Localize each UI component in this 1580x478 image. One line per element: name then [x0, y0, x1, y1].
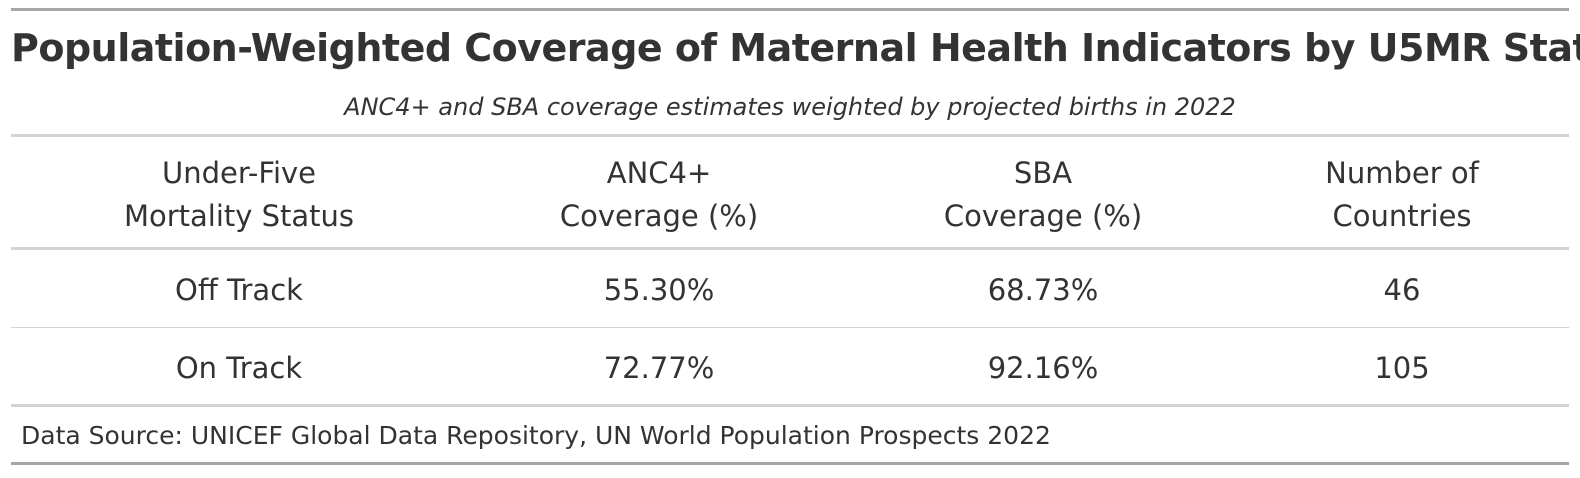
column-header-line: Mortality Status — [123, 199, 355, 233]
table-title: Population-Weighted Coverage of Maternal… — [11, 26, 1580, 70]
table-cell-countries: 46 — [1383, 273, 1421, 307]
table-cell-sba: 68.73% — [987, 273, 1099, 307]
table-cell-status: Off Track — [175, 273, 303, 307]
header-bottom-rule — [11, 247, 1569, 250]
column-header-line: Under-Five — [161, 156, 317, 190]
column-header-sba: SBA Coverage (%) — [851, 152, 1235, 238]
column-header-line: Coverage (%) — [559, 199, 759, 233]
table-subtitle: ANC4+ and SBA coverage estimates weighte… — [344, 93, 1236, 121]
column-header-line: Countries — [1332, 199, 1472, 233]
table-cell-countries: 105 — [1374, 351, 1430, 385]
table-cell-sba: 92.16% — [987, 351, 1099, 385]
body-bottom-rule — [11, 404, 1569, 407]
table-cell-anc4: 55.30% — [603, 273, 715, 307]
column-header-line: ANC4+ — [606, 156, 712, 190]
table-cell-anc4: 72.77% — [603, 351, 715, 385]
table-top-border — [11, 8, 1569, 11]
table-bottom-border — [11, 462, 1569, 465]
table-cell-status: On Track — [175, 351, 303, 385]
column-header-line: Number of — [1325, 156, 1479, 190]
column-header-line: SBA — [1013, 156, 1073, 190]
column-header-status: Under-Five Mortality Status — [11, 152, 467, 238]
row-divider — [11, 327, 1569, 328]
column-header-line: Coverage (%) — [943, 199, 1143, 233]
summary-table: Population-Weighted Coverage of Maternal… — [11, 0, 1580, 478]
source-note: Data Source: UNICEF Global Data Reposito… — [21, 421, 1051, 450]
header-top-rule — [11, 134, 1569, 137]
column-header-anc4: ANC4+ Coverage (%) — [467, 152, 851, 238]
column-header-countries: Number of Countries — [1235, 152, 1569, 238]
